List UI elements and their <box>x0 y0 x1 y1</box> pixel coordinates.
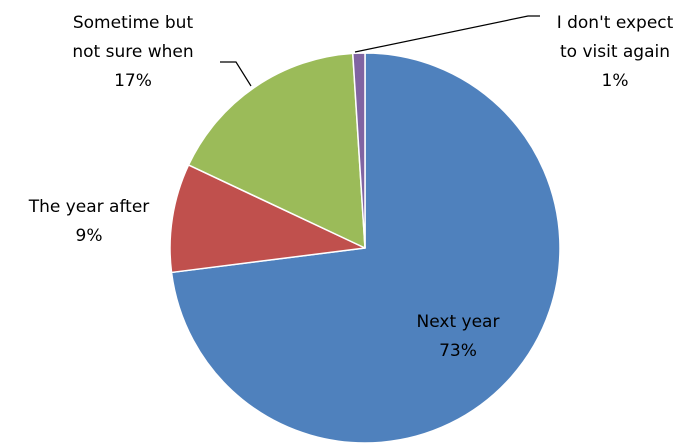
pie-slice-sometime-not-sure <box>187 52 366 249</box>
leader-lines <box>220 15 540 87</box>
pie-slice-not-visit-again <box>352 52 366 249</box>
slice-percent-next-year: 73% <box>439 341 477 361</box>
slice-name-sometime-not-sure: not sure when <box>72 42 193 62</box>
pie-slices <box>169 52 561 444</box>
leader-line-not-visit-again <box>354 15 540 53</box>
slice-labels: Next year 73% The year after 9% Sometime but… <box>28 13 674 361</box>
slice-label-next-year: Next year 73% <box>417 312 500 361</box>
slice-name-not-visit-again: I don't expect <box>557 13 674 33</box>
slice-percent-sometime-not-sure: 17% <box>114 71 152 91</box>
slice-name-not-visit-again: to visit again <box>560 42 670 62</box>
slice-label-not-visit-again: I don't expect to visit again 1% <box>557 13 674 91</box>
slice-name-sometime-not-sure: Sometime but <box>73 13 194 33</box>
slice-name-next-year: Next year <box>417 312 500 332</box>
slice-label-sometime-not-sure: Sometime but not sure when 17% <box>72 13 193 91</box>
slice-percent-the-year-after: 9% <box>76 226 103 246</box>
pie-slice-the-year-after <box>169 164 366 274</box>
slice-name-the-year-after: The year after <box>28 197 150 217</box>
slice-label-the-year-after: The year after 9% <box>28 197 150 246</box>
slice-percent-not-visit-again: 1% <box>602 71 629 91</box>
leader-line-sometime-not-sure <box>220 61 252 87</box>
